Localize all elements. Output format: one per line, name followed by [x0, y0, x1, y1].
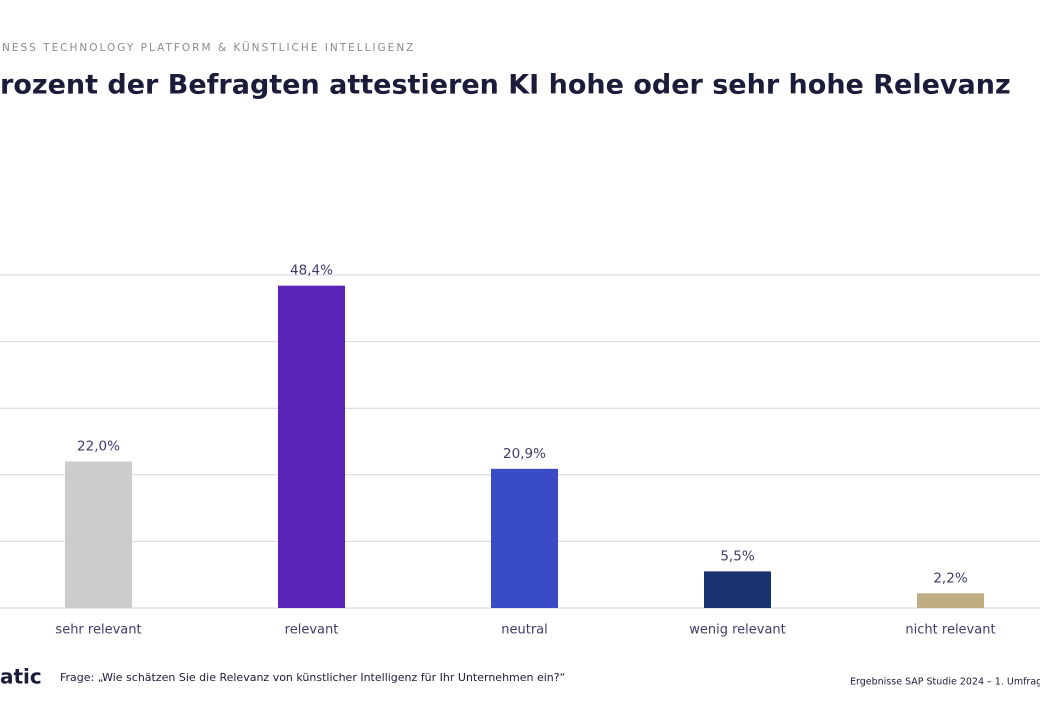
value-label: 48,4%: [290, 263, 333, 279]
x-tick-label: nicht relevant: [905, 623, 995, 638]
value-label: 2,2%: [933, 570, 967, 586]
bar: [917, 593, 984, 608]
question: Frage: „Wie schätzen Sie die Relevanz vo…: [60, 671, 565, 684]
value-label: 5,5%: [720, 548, 754, 564]
x-tick-label: relevant: [285, 623, 339, 638]
bar: [65, 461, 132, 608]
x-tick-label: sehr relevant: [55, 623, 141, 638]
source: Ergebnisse SAP Studie 2024 – 1. Umfrag: [850, 677, 1040, 688]
value-label: 22,0%: [77, 438, 120, 454]
chart-title: rozent der Befragten attestieren KI hohe…: [0, 70, 1011, 101]
bar: [491, 468, 558, 608]
bar: [704, 571, 771, 608]
logo: atic: [0, 665, 42, 689]
x-tick-label: wenig relevant: [689, 623, 786, 638]
x-tick-label: neutral: [501, 623, 548, 638]
value-label: 20,9%: [503, 446, 546, 462]
subtitle: NESS TECHNOLOGY PLATFORM & KÜNSTLICHE IN…: [2, 41, 415, 54]
bar: [278, 285, 345, 608]
